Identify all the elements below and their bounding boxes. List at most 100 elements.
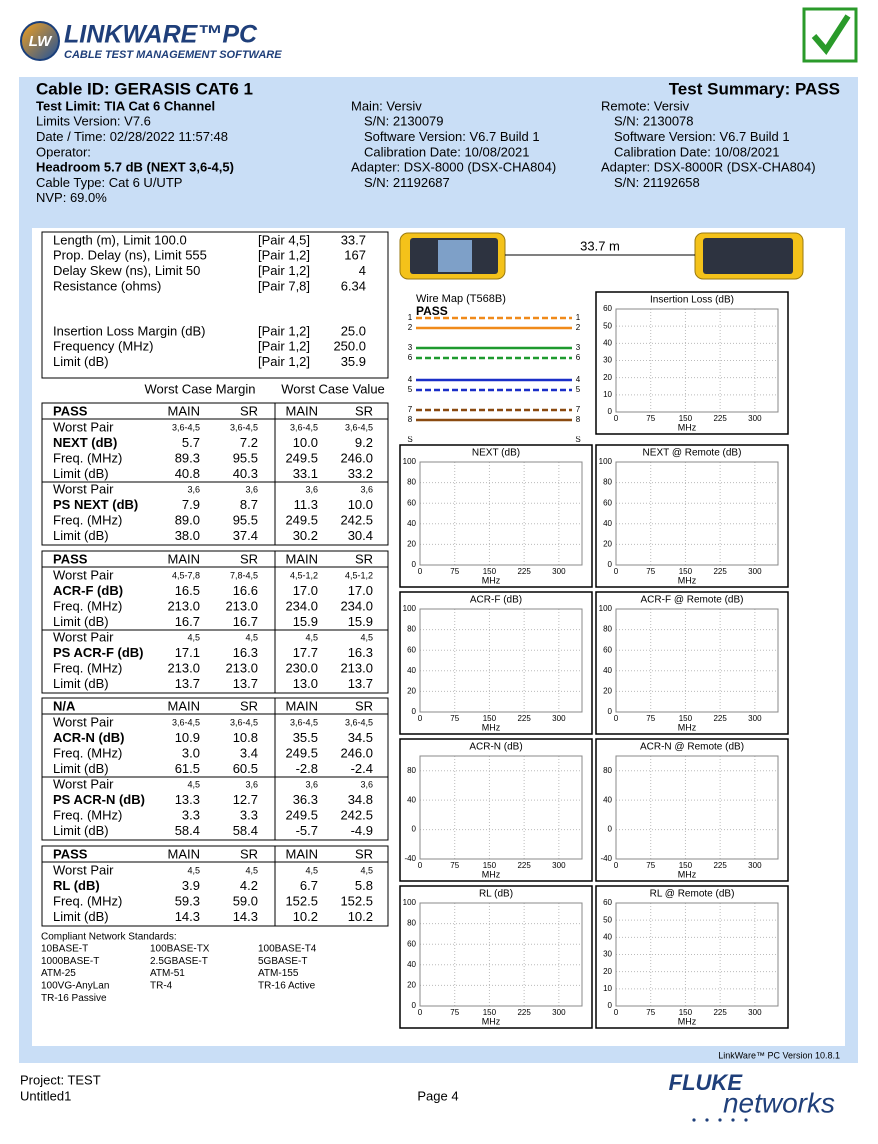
cell-value: 11.3 — [294, 497, 318, 512]
cell-value: 10.0 — [348, 497, 373, 512]
pin-label: 2 — [576, 323, 581, 332]
table-header: SR — [355, 403, 373, 418]
cell-value: 15.9 — [293, 614, 318, 629]
y-tick-label: 60 — [603, 498, 612, 507]
plot-title: NEXT @ Remote (dB) — [643, 448, 742, 459]
plot-title: ACR-N (dB) — [469, 742, 522, 753]
cell-value: 17.1 — [175, 645, 200, 660]
cell-value: 16.7 — [233, 614, 258, 629]
cell-value: 10.0 — [293, 435, 318, 450]
y-tick-label: 80 — [407, 478, 416, 487]
y-tick-label: 0 — [608, 560, 613, 569]
brand: FLUKE — [669, 1070, 744, 1095]
table-header: SR — [240, 698, 258, 713]
cell-value: 4,5-1,2 — [290, 570, 318, 580]
y-tick-label: 80 — [603, 766, 612, 775]
table-header: N/A — [53, 698, 76, 713]
x-tick-label: 75 — [646, 1008, 655, 1017]
standard: 100BASE-TX — [150, 944, 210, 955]
cell-value: 213.0 — [225, 660, 258, 675]
x-tick-label: 300 — [748, 1008, 762, 1017]
y-tick-label: 0 — [608, 707, 613, 716]
measurement-label: Length (m), Limit 100.0 — [53, 232, 187, 247]
plot-box — [595, 738, 789, 882]
cell-value: 34.8 — [348, 792, 373, 807]
cell-value: 3,6-4,5 — [172, 422, 200, 432]
cell-value: 60.5 — [233, 761, 258, 776]
cell-value: 3,6 — [305, 779, 318, 789]
row-label: NEXT (dB) — [53, 435, 117, 450]
measurement-value: 25.0 — [341, 323, 366, 338]
cell-value: 213.0 — [225, 598, 258, 613]
measurement-box — [41, 231, 389, 379]
cell-value: 4,5 — [245, 632, 258, 642]
y-tick-label: 40 — [407, 795, 416, 804]
measurement-value: 6.34 — [341, 278, 366, 293]
x-tick-label: 300 — [748, 567, 762, 576]
cell-value: 16.3 — [348, 645, 373, 660]
cell-value: 4,5 — [360, 632, 373, 642]
table-header: MAIN — [286, 551, 319, 566]
cell-value: -4.9 — [351, 823, 373, 838]
pin-label: 2 — [408, 323, 413, 332]
plot-title: ACR-F (dB) — [470, 595, 522, 606]
x-tick-label: 75 — [646, 714, 655, 723]
cell-value: 61.5 — [175, 761, 200, 776]
y-tick-label: 40 — [603, 795, 612, 804]
row-label: Worst Pair — [53, 714, 114, 729]
pin-label: 1 — [576, 313, 581, 322]
plot-box — [595, 885, 789, 1029]
cell-value: 10.2 — [348, 909, 373, 924]
cell-value: 7.2 — [240, 435, 258, 450]
y-tick-label: 40 — [603, 932, 612, 941]
cell-value: 13.3 — [175, 792, 200, 807]
y-tick-label: 60 — [407, 939, 416, 948]
measurement-value: 167 — [344, 248, 366, 263]
cell-value: -2.4 — [351, 761, 373, 776]
x-tick-label: 0 — [614, 861, 619, 870]
plot-area — [615, 902, 779, 1007]
measurement-pair: [Pair 1,2] — [258, 248, 310, 263]
brand-dot — [731, 1118, 735, 1122]
y-tick-label: 40 — [407, 519, 416, 528]
row-label: Freq. (MHz) — [53, 660, 122, 675]
standard: 100VG-AnyLan — [41, 981, 109, 992]
measurement-value: 250.0 — [333, 339, 366, 354]
row-label: ACR-N (dB) — [53, 730, 124, 745]
cell-value: 10.9 — [175, 730, 200, 745]
main-info: Adapter: DSX-8000 (DSX-CHA804) — [351, 160, 556, 175]
table-header: SR — [240, 846, 258, 861]
cell-value: 16.7 — [175, 614, 200, 629]
cell-value: 3,6-4,5 — [345, 717, 373, 727]
cell-value: 7,8-4,5 — [230, 570, 258, 580]
y-tick-label: 0 — [412, 1001, 417, 1010]
pin-label: 7 — [576, 405, 581, 414]
table-header: PASS — [53, 403, 88, 418]
y-tick-label: 50 — [603, 915, 612, 924]
row-label: Worst Pair — [53, 567, 114, 582]
cell-value: 3,6 — [360, 484, 373, 494]
table-box — [41, 845, 389, 927]
cell-value: 4,5 — [187, 632, 200, 642]
cell-value: 5.8 — [355, 878, 373, 893]
cell-value: 17.0 — [348, 583, 373, 598]
x-tick-label: 225 — [713, 567, 727, 576]
cell-value: 249.5 — [285, 450, 318, 465]
brand-dot — [718, 1118, 722, 1122]
plot-title: NEXT (dB) — [472, 448, 520, 459]
standard: 5GBASE-T — [258, 956, 307, 967]
cell-value: 213.0 — [167, 598, 200, 613]
cell-value: 3,6 — [245, 779, 258, 789]
test-info: Test Limit: TIA Cat 6 Channel — [36, 98, 215, 113]
x-tick-label: 150 — [679, 567, 693, 576]
cell-value: 234.0 — [285, 598, 318, 613]
cell-value: 13.7 — [348, 676, 373, 691]
measurement-value: 4 — [359, 263, 366, 278]
y-tick-label: 0 — [412, 707, 417, 716]
row-label: Freq. (MHz) — [53, 807, 122, 822]
x-tick-label: 150 — [483, 861, 497, 870]
product-subtitle: CABLE TEST MANAGEMENT SOFTWARE — [64, 49, 282, 61]
row-label: Limit (dB) — [53, 528, 109, 543]
pin-label: 1 — [408, 313, 413, 322]
logo-mark: LW — [29, 33, 53, 50]
